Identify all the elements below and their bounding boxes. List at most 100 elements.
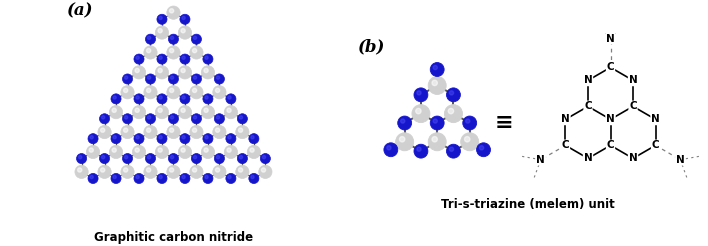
Circle shape (121, 165, 134, 178)
Circle shape (113, 136, 116, 139)
Text: C: C (607, 140, 615, 150)
Circle shape (101, 116, 105, 119)
Circle shape (171, 36, 173, 39)
Circle shape (113, 175, 116, 179)
Circle shape (461, 133, 479, 151)
Circle shape (251, 175, 254, 179)
Circle shape (132, 145, 146, 159)
Circle shape (76, 154, 86, 164)
Circle shape (123, 88, 127, 92)
Circle shape (178, 145, 192, 159)
Text: N: N (629, 154, 637, 163)
Circle shape (432, 80, 438, 86)
Circle shape (182, 96, 185, 99)
Circle shape (181, 29, 185, 33)
Circle shape (101, 128, 105, 132)
Circle shape (228, 136, 231, 139)
Circle shape (203, 94, 213, 104)
Circle shape (239, 128, 243, 132)
Text: N: N (676, 155, 685, 165)
Circle shape (228, 96, 231, 99)
Circle shape (155, 106, 169, 119)
Circle shape (416, 108, 421, 114)
Circle shape (178, 106, 192, 119)
Circle shape (193, 155, 197, 159)
Circle shape (180, 173, 190, 184)
Circle shape (213, 86, 226, 99)
Circle shape (135, 68, 139, 73)
Circle shape (113, 96, 116, 99)
Circle shape (136, 175, 139, 179)
Circle shape (159, 56, 162, 59)
Circle shape (180, 94, 190, 104)
Circle shape (384, 143, 398, 157)
Circle shape (398, 116, 411, 130)
Circle shape (122, 74, 132, 84)
Circle shape (145, 114, 156, 124)
Circle shape (155, 145, 169, 159)
Circle shape (263, 155, 266, 159)
Circle shape (226, 134, 236, 144)
Circle shape (205, 96, 208, 99)
Circle shape (445, 105, 462, 123)
Circle shape (203, 54, 213, 64)
Text: N: N (606, 34, 615, 44)
Circle shape (134, 134, 144, 144)
Circle shape (191, 34, 202, 44)
Circle shape (158, 68, 162, 73)
Circle shape (249, 173, 259, 184)
Circle shape (157, 94, 167, 104)
Circle shape (251, 136, 254, 139)
Circle shape (428, 133, 446, 151)
Circle shape (101, 155, 105, 159)
Circle shape (159, 175, 162, 179)
Circle shape (387, 146, 391, 150)
Circle shape (79, 155, 81, 159)
Circle shape (432, 137, 438, 142)
Text: N: N (606, 114, 615, 124)
Text: C: C (584, 101, 592, 111)
Circle shape (224, 145, 237, 159)
Circle shape (236, 165, 249, 178)
Circle shape (157, 14, 167, 24)
Circle shape (215, 154, 224, 164)
Circle shape (121, 125, 134, 139)
Circle shape (215, 88, 219, 92)
Circle shape (167, 165, 180, 178)
Circle shape (122, 114, 132, 124)
Text: ≡: ≡ (495, 113, 513, 133)
Circle shape (100, 154, 110, 164)
Circle shape (110, 106, 122, 119)
Circle shape (167, 46, 180, 59)
Circle shape (447, 144, 460, 158)
Circle shape (412, 105, 430, 123)
Circle shape (193, 88, 197, 92)
Circle shape (190, 125, 203, 139)
Circle shape (155, 66, 169, 79)
Circle shape (155, 26, 169, 39)
Circle shape (190, 165, 203, 178)
Circle shape (136, 56, 139, 59)
Circle shape (463, 116, 476, 130)
Text: Tri-s-triazine (melem) unit: Tri-s-triazine (melem) unit (440, 199, 615, 212)
Circle shape (181, 108, 185, 112)
Circle shape (180, 134, 190, 144)
Circle shape (169, 34, 178, 44)
Text: C: C (561, 140, 569, 150)
Circle shape (205, 56, 208, 59)
Circle shape (237, 114, 247, 124)
Circle shape (111, 94, 121, 104)
Circle shape (215, 128, 219, 132)
Circle shape (191, 154, 202, 164)
Circle shape (448, 108, 454, 114)
Circle shape (399, 137, 405, 142)
Circle shape (169, 74, 178, 84)
Circle shape (236, 125, 249, 139)
Circle shape (450, 91, 454, 95)
Circle shape (193, 36, 197, 39)
Circle shape (466, 119, 470, 123)
Circle shape (147, 116, 151, 119)
Circle shape (479, 146, 484, 150)
Circle shape (191, 74, 202, 84)
Text: C: C (652, 140, 659, 150)
